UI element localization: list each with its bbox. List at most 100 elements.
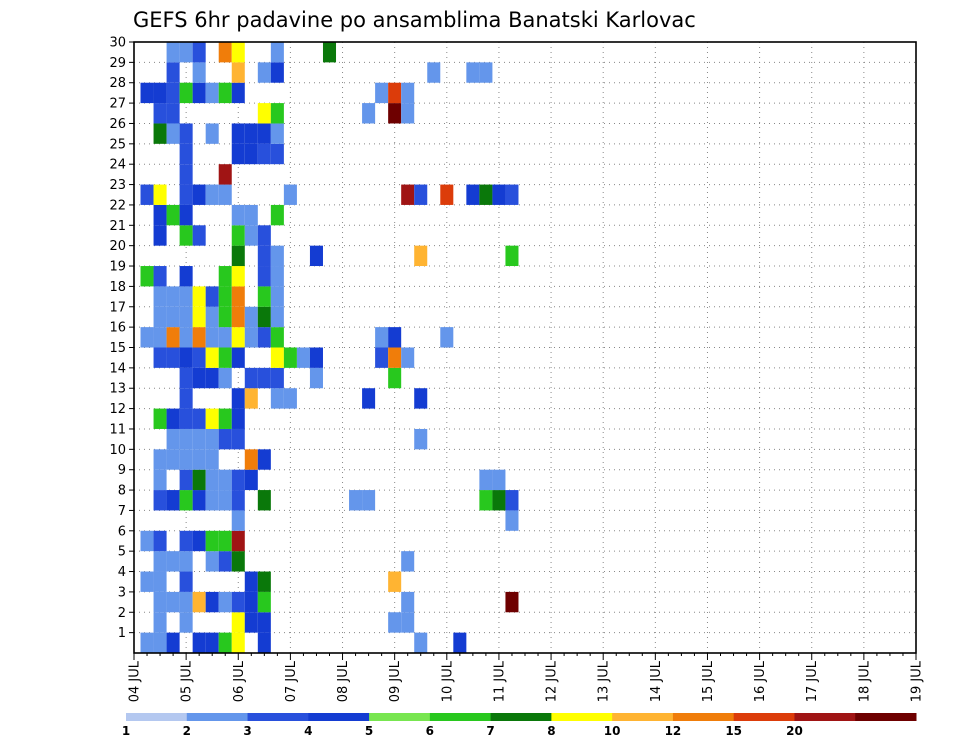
precipitation-cell xyxy=(205,286,219,307)
colorbar-label: 7 xyxy=(486,724,494,738)
precipitation-cell xyxy=(257,245,271,267)
precipitation-cell xyxy=(270,245,284,267)
precipitation-cell xyxy=(179,123,193,144)
colorbar-swatch xyxy=(308,713,370,721)
x-tick-label: 12 JUL xyxy=(545,660,560,702)
y-tick-label: 28 xyxy=(109,76,126,91)
precipitation-cell xyxy=(388,612,402,633)
precipitation-cell xyxy=(179,469,193,491)
precipitation-cell xyxy=(166,286,180,307)
precipitation-cell xyxy=(179,143,193,165)
precipitation-cell xyxy=(140,82,154,104)
y-tick-label: 7 xyxy=(118,504,126,519)
precipitation-cell xyxy=(179,286,193,307)
precipitation-cell xyxy=(244,143,258,165)
precipitation-cell xyxy=(179,327,193,348)
precipitation-cell xyxy=(244,612,258,633)
precipitation-cell xyxy=(244,449,258,470)
precipitation-cell xyxy=(231,225,245,246)
precipitation-cell xyxy=(192,184,206,205)
colorbar-label: 8 xyxy=(547,724,555,738)
precipitation-cell xyxy=(505,591,519,613)
precipitation-cell xyxy=(414,632,428,653)
precipitation-cell xyxy=(270,123,284,144)
precipitation-cell xyxy=(166,347,180,368)
precipitation-cell xyxy=(283,184,297,205)
precipitation-cell xyxy=(192,82,206,104)
colorbar-label: 6 xyxy=(426,724,434,738)
precipitation-cell xyxy=(205,469,219,491)
x-tick-label: 06 JUL xyxy=(232,660,247,702)
precipitation-cell xyxy=(414,184,428,205)
precipitation-cell xyxy=(270,103,284,124)
x-tick-label: 13 JUL xyxy=(597,660,612,702)
precipitation-cell xyxy=(270,388,284,409)
y-tick-label: 25 xyxy=(109,137,126,152)
precipitation-cell xyxy=(179,530,193,552)
precipitation-cell xyxy=(179,490,193,511)
precipitation-cell xyxy=(309,347,323,368)
precipitation-cell xyxy=(231,42,245,63)
precipitation-cell xyxy=(179,82,193,104)
precipitation-cell xyxy=(218,367,232,389)
precipitation-cell xyxy=(414,388,428,409)
precipitation-cell xyxy=(466,184,480,205)
precipitation-cell xyxy=(270,143,284,165)
precipitation-cell xyxy=(153,612,167,633)
precipitation-cell xyxy=(388,571,402,592)
y-tick-label: 15 xyxy=(109,341,126,356)
precipitation-cell xyxy=(231,266,245,287)
colorbar-swatch xyxy=(794,713,856,721)
precipitation-cell xyxy=(179,388,193,409)
precipitation-cell xyxy=(192,327,206,348)
x-tick-label: 08 JUL xyxy=(336,660,351,702)
precipitation-cell xyxy=(231,612,245,633)
precipitation-cell xyxy=(179,266,193,287)
precipitation-cell xyxy=(192,408,206,429)
precipitation-cell xyxy=(179,164,193,185)
colorbar-swatch xyxy=(612,713,674,721)
precipitation-cell xyxy=(505,490,519,511)
y-tick-label: 27 xyxy=(109,97,126,112)
precipitation-cell xyxy=(414,245,428,267)
precipitation-cell xyxy=(153,469,167,491)
precipitation-cell xyxy=(505,245,519,267)
y-axis: 1234567891011121314151617181920212223242… xyxy=(109,36,134,641)
precipitation-cell xyxy=(257,591,271,613)
colorbar-swatch xyxy=(247,713,309,721)
y-tick-label: 2 xyxy=(118,606,126,621)
precipitation-cell xyxy=(192,469,206,491)
precipitation-cell xyxy=(257,612,271,633)
colorbar-swatch xyxy=(429,713,492,721)
precipitation-cell xyxy=(218,327,232,348)
precipitation-cell xyxy=(309,245,323,267)
y-tick-label: 26 xyxy=(109,117,126,132)
precipitation-cell xyxy=(205,306,219,328)
y-tick-label: 14 xyxy=(109,361,126,376)
precipitation-cell xyxy=(505,184,519,205)
precipitation-cell xyxy=(205,632,219,653)
precipitation-cell xyxy=(153,266,167,287)
colorbar-swatch xyxy=(551,713,613,721)
colorbar-swatch xyxy=(186,713,249,721)
y-tick-label: 17 xyxy=(109,300,126,315)
precipitation-cell xyxy=(218,530,232,552)
precipitation-cell xyxy=(192,367,206,389)
precipitation-cell xyxy=(270,306,284,328)
precipitation-cell xyxy=(479,469,493,491)
precipitation-cell xyxy=(218,266,232,287)
precipitation-cell xyxy=(218,428,232,450)
y-tick-label: 12 xyxy=(109,402,126,417)
y-tick-label: 6 xyxy=(118,524,126,539)
precipitation-cell xyxy=(153,591,167,613)
precipitation-cell xyxy=(140,184,154,205)
precipitation-cell xyxy=(153,306,167,328)
precipitation-cell xyxy=(192,225,206,246)
y-tick-label: 21 xyxy=(109,219,126,234)
y-tick-label: 10 xyxy=(109,443,126,458)
precipitation-cell xyxy=(166,428,180,450)
y-tick-label: 9 xyxy=(118,463,126,478)
precipitation-cell xyxy=(257,103,271,124)
precipitation-cell xyxy=(270,286,284,307)
precipitation-cell xyxy=(244,367,258,389)
